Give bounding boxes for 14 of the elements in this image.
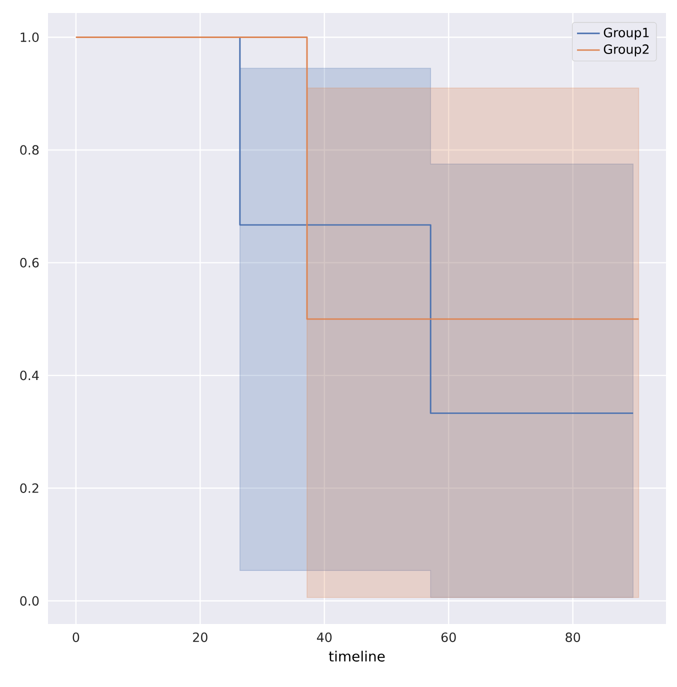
x-tick-label: 20 (193, 632, 208, 642)
x-tick-label: 60 (441, 632, 456, 642)
x-tick-label: 40 (316, 632, 332, 642)
y-tick-label: 0.0 (20, 596, 39, 606)
x-axis-title: timeline (328, 650, 385, 662)
y-tick-label: 0.4 (20, 370, 39, 380)
y-tick-label: 0.8 (20, 145, 39, 155)
y-tick-label: 0.6 (20, 258, 39, 268)
x-tick-label: 80 (566, 632, 580, 642)
y-tick-label: 1.0 (20, 32, 39, 42)
y-tick-label: 0.2 (20, 483, 38, 493)
legend-label: Group1 (604, 28, 649, 40)
x-tick-label: 0 (72, 632, 80, 642)
legend-label: Group2 (604, 44, 649, 56)
